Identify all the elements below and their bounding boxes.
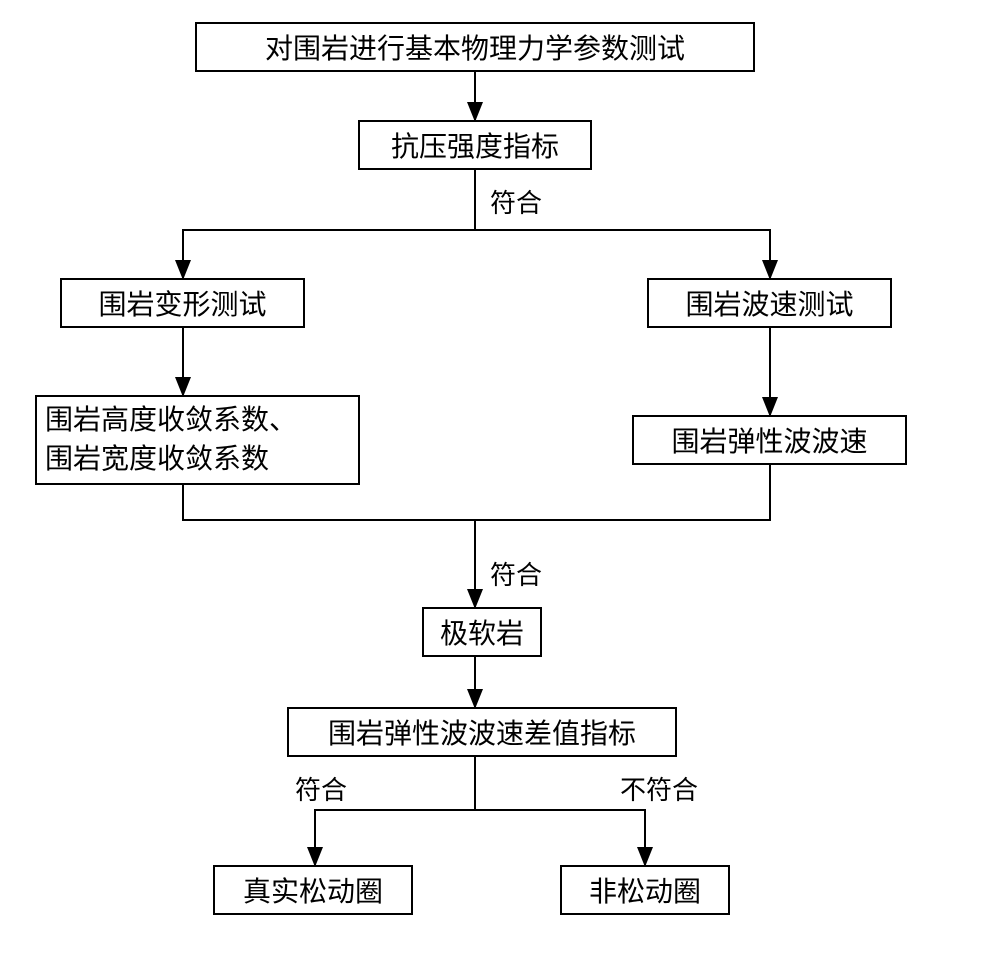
flowchart-node-n6: 围岩弹性波波速 bbox=[632, 415, 907, 465]
flowchart-node-n4: 围岩波速测试 bbox=[647, 278, 892, 328]
flowchart-container: 对围岩进行基本物理力学参数测试抗压强度指标围岩变形测试 围岩波速测试围岩高度收敛系… bbox=[0, 0, 1000, 972]
flowchart-node-n7: 极软岩 bbox=[422, 607, 542, 657]
edge-label: 符合 bbox=[490, 183, 542, 220]
flowchart-node-n9: 真实松动圈 bbox=[213, 865, 413, 915]
flowchart-node-n2: 抗压强度指标 bbox=[358, 120, 592, 170]
flowchart-node-n1: 对围岩进行基本物理力学参数测试 bbox=[195, 22, 755, 72]
edge-label: 符合 bbox=[295, 770, 347, 807]
edge-label: 不符合 bbox=[620, 770, 698, 807]
flowchart-node-n10: 非松动圈 bbox=[560, 865, 730, 915]
flowchart-node-n5: 围岩高度收敛系数、 围岩宽度收敛系数 bbox=[35, 395, 360, 485]
flowchart-node-n3: 围岩变形测试 bbox=[60, 278, 305, 328]
edge-label: 符合 bbox=[490, 555, 542, 592]
flowchart-node-n8: 围岩弹性波波速差值指标 bbox=[287, 707, 677, 757]
